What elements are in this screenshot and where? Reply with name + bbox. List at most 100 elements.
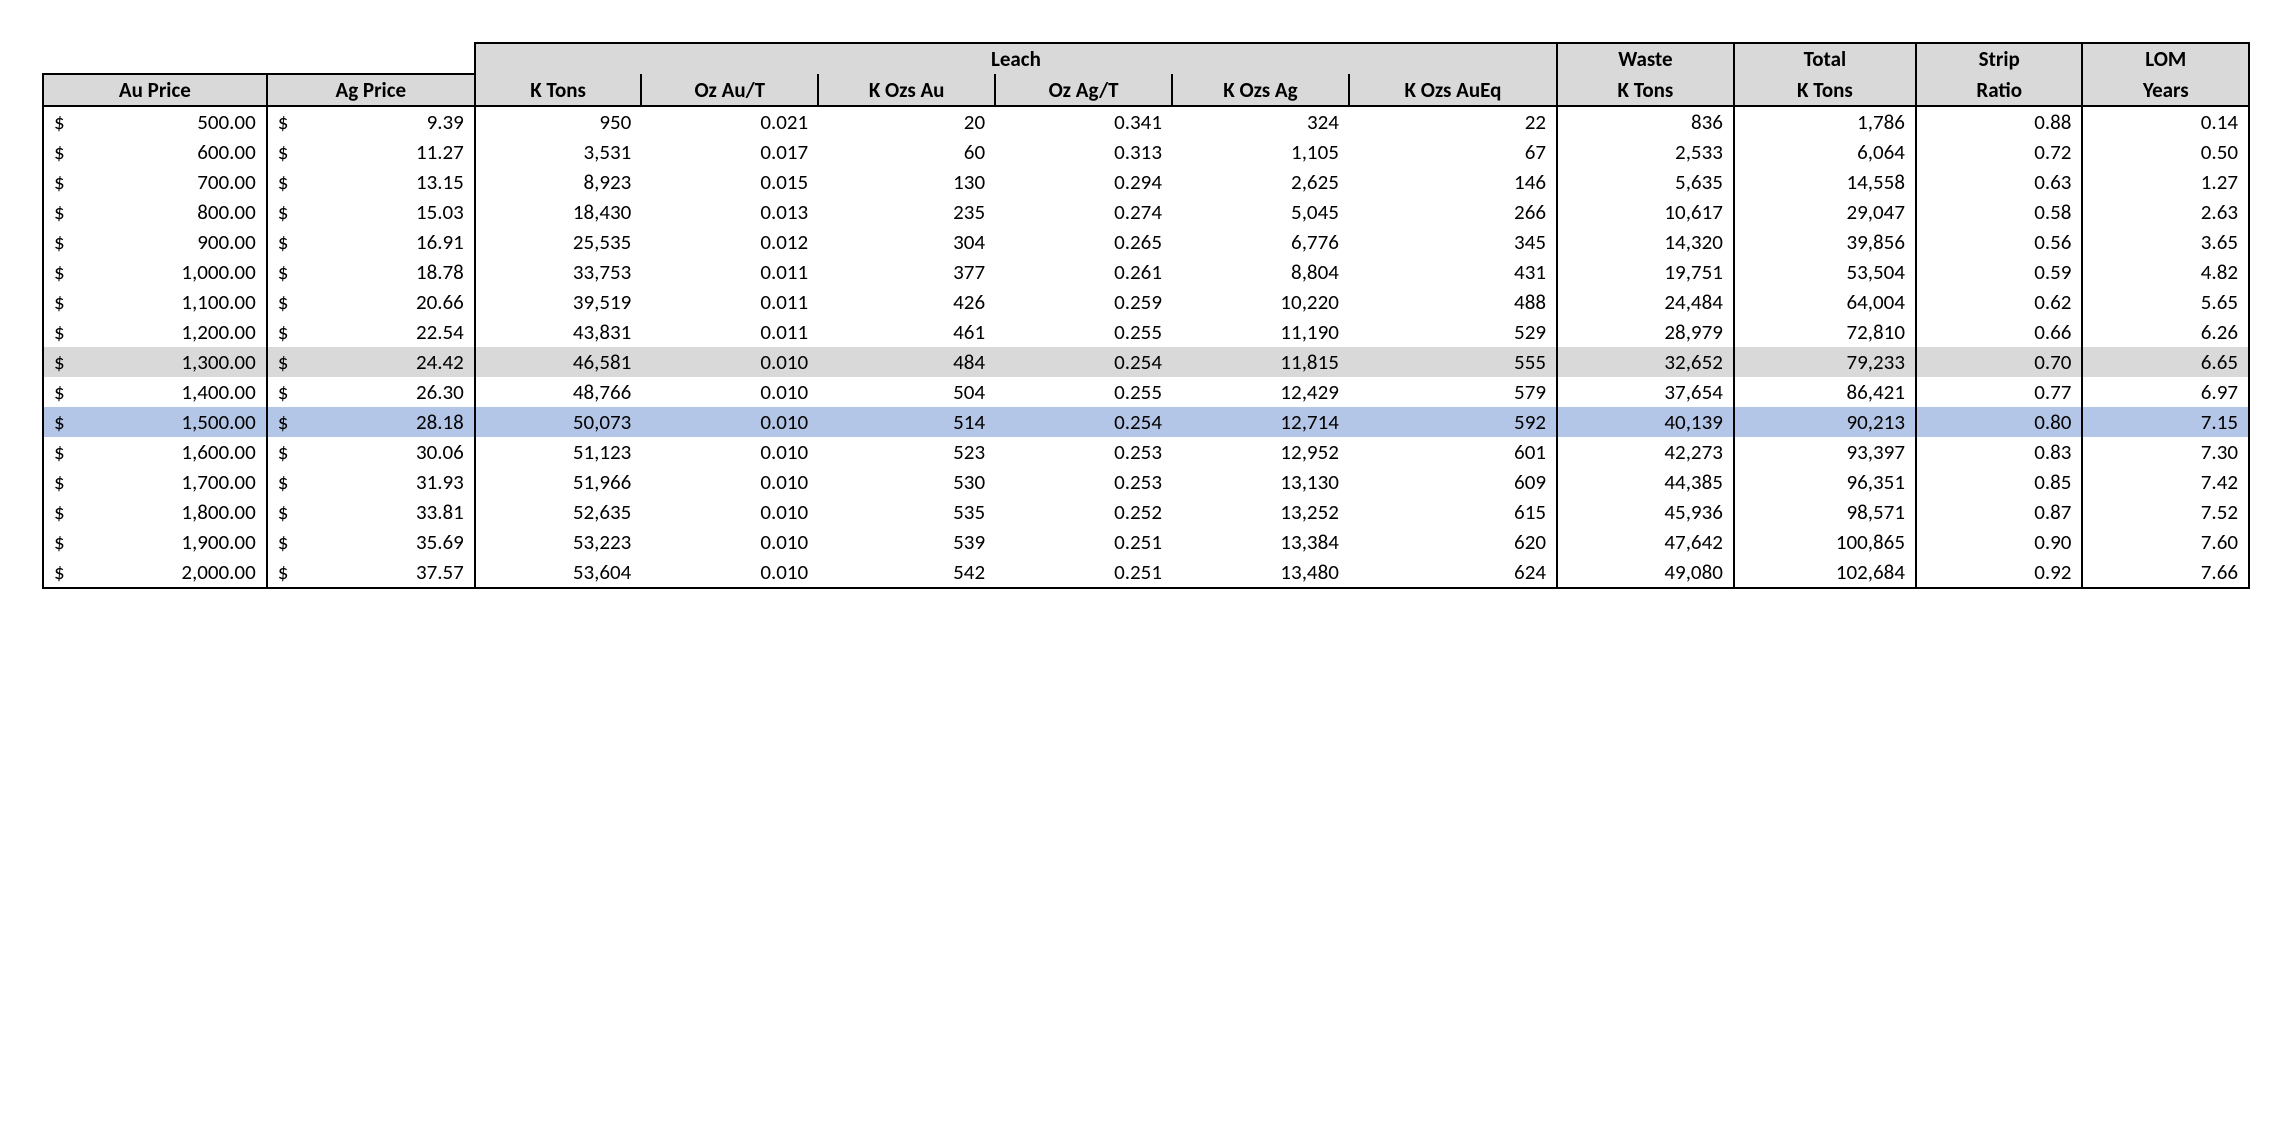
- cell-total_kt: 64,004: [1734, 287, 1916, 317]
- cell-oz_au_t: 0.010: [641, 467, 818, 497]
- cell-total_kt: 1,786: [1734, 106, 1916, 137]
- cell-au_price: $600.00: [43, 137, 267, 167]
- cell-waste_kt: 44,385: [1557, 467, 1734, 497]
- cell-lom: 7.30: [2082, 437, 2249, 467]
- cell-k_tons: 53,604: [475, 557, 641, 588]
- cell-strip: 0.88: [1916, 106, 2082, 137]
- cell-lom: 0.50: [2082, 137, 2249, 167]
- col-lom: Years: [2082, 74, 2249, 106]
- cell-k_ozs_au: 539: [818, 527, 995, 557]
- table-row: $1,400.00$26.3048,7660.0105040.25512,429…: [43, 377, 2249, 407]
- table-row: $2,000.00$37.5753,6040.0105420.25113,480…: [43, 557, 2249, 588]
- cell-strip: 0.62: [1916, 287, 2082, 317]
- cell-oz_ag_t: 0.265: [995, 227, 1172, 257]
- cell-k_ozs_ag: 11,815: [1172, 347, 1349, 377]
- cell-total_kt: 14,558: [1734, 167, 1916, 197]
- cell-k_ozs_au: 235: [818, 197, 995, 227]
- col-total-kt: K Tons: [1734, 74, 1916, 106]
- cell-k_tons: 33,753: [475, 257, 641, 287]
- cell-k_ozs_au: 484: [818, 347, 995, 377]
- cell-k_ozs_ag: 1,105: [1172, 137, 1349, 167]
- cell-oz_ag_t: 0.254: [995, 347, 1172, 377]
- cell-ag_price: $24.42: [267, 347, 475, 377]
- cell-ag_price: $35.69: [267, 527, 475, 557]
- cell-k_ozs_au: 304: [818, 227, 995, 257]
- cell-ag_price: $11.27: [267, 137, 475, 167]
- cell-oz_au_t: 0.015: [641, 167, 818, 197]
- cell-k_tons: 53,223: [475, 527, 641, 557]
- cell-oz_au_t: 0.010: [641, 557, 818, 588]
- cell-k_ozs_aueq: 431: [1349, 257, 1557, 287]
- cell-ag_price: $9.39: [267, 106, 475, 137]
- col-k-ozs-aueq: K Ozs AuEq: [1349, 74, 1557, 106]
- cell-au_price: $1,700.00: [43, 467, 267, 497]
- cell-oz_au_t: 0.013: [641, 197, 818, 227]
- cell-au_price: $1,900.00: [43, 527, 267, 557]
- cell-total_kt: 53,504: [1734, 257, 1916, 287]
- cell-k_tons: 25,535: [475, 227, 641, 257]
- table-row: $1,500.00$28.1850,0730.0105140.25412,714…: [43, 407, 2249, 437]
- cell-strip: 0.87: [1916, 497, 2082, 527]
- cell-strip: 0.85: [1916, 467, 2082, 497]
- table-row: $1,200.00$22.5443,8310.0114610.25511,190…: [43, 317, 2249, 347]
- cell-waste_kt: 47,642: [1557, 527, 1734, 557]
- cell-k_ozs_au: 504: [818, 377, 995, 407]
- cell-oz_au_t: 0.012: [641, 227, 818, 257]
- cell-k_ozs_aueq: 624: [1349, 557, 1557, 588]
- cell-k_ozs_ag: 5,045: [1172, 197, 1349, 227]
- cell-waste_kt: 32,652: [1557, 347, 1734, 377]
- cell-ag_price: $31.93: [267, 467, 475, 497]
- cell-lom: 6.26: [2082, 317, 2249, 347]
- sensitivity-table: Leach Waste Total Strip LOM Au Price Ag …: [42, 42, 2250, 589]
- cell-oz_ag_t: 0.274: [995, 197, 1172, 227]
- header-group-waste: Waste: [1557, 43, 1734, 74]
- cell-k_ozs_ag: 6,776: [1172, 227, 1349, 257]
- cell-oz_ag_t: 0.253: [995, 467, 1172, 497]
- cell-k_ozs_au: 377: [818, 257, 995, 287]
- cell-ag_price: $13.15: [267, 167, 475, 197]
- cell-strip: 0.72: [1916, 137, 2082, 167]
- cell-k_ozs_aueq: 601: [1349, 437, 1557, 467]
- cell-k_ozs_au: 60: [818, 137, 995, 167]
- cell-k_ozs_au: 426: [818, 287, 995, 317]
- cell-au_price: $1,500.00: [43, 407, 267, 437]
- cell-strip: 0.70: [1916, 347, 2082, 377]
- cell-total_kt: 72,810: [1734, 317, 1916, 347]
- table-body: $500.00$9.399500.021200.341324228361,786…: [43, 106, 2249, 588]
- cell-k_ozs_ag: 12,429: [1172, 377, 1349, 407]
- cell-ag_price: $33.81: [267, 497, 475, 527]
- cell-k_ozs_au: 530: [818, 467, 995, 497]
- cell-k_ozs_aueq: 266: [1349, 197, 1557, 227]
- cell-total_kt: 29,047: [1734, 197, 1916, 227]
- cell-oz_ag_t: 0.261: [995, 257, 1172, 287]
- cell-strip: 0.66: [1916, 317, 2082, 347]
- table-row: $600.00$11.273,5310.017600.3131,105672,5…: [43, 137, 2249, 167]
- cell-oz_ag_t: 0.253: [995, 437, 1172, 467]
- cell-oz_ag_t: 0.313: [995, 137, 1172, 167]
- cell-au_price: $1,200.00: [43, 317, 267, 347]
- cell-waste_kt: 28,979: [1557, 317, 1734, 347]
- cell-total_kt: 98,571: [1734, 497, 1916, 527]
- col-oz-ag-t: Oz Ag/T: [995, 74, 1172, 106]
- table-row: $1,600.00$30.0651,1230.0105230.25312,952…: [43, 437, 2249, 467]
- cell-k_ozs_au: 461: [818, 317, 995, 347]
- cell-waste_kt: 45,936: [1557, 497, 1734, 527]
- cell-total_kt: 6,064: [1734, 137, 1916, 167]
- cell-total_kt: 93,397: [1734, 437, 1916, 467]
- cell-k_ozs_aueq: 529: [1349, 317, 1557, 347]
- cell-k_ozs_au: 523: [818, 437, 995, 467]
- cell-oz_ag_t: 0.341: [995, 106, 1172, 137]
- cell-k_ozs_ag: 13,384: [1172, 527, 1349, 557]
- cell-lom: 3.65: [2082, 227, 2249, 257]
- cell-total_kt: 90,213: [1734, 407, 1916, 437]
- cell-k_tons: 3,531: [475, 137, 641, 167]
- cell-oz_ag_t: 0.251: [995, 557, 1172, 588]
- cell-strip: 0.63: [1916, 167, 2082, 197]
- cell-total_kt: 100,865: [1734, 527, 1916, 557]
- cell-waste_kt: 2,533: [1557, 137, 1734, 167]
- cell-k_tons: 52,635: [475, 497, 641, 527]
- header-group-strip: Strip: [1916, 43, 2082, 74]
- cell-k_ozs_aueq: 146: [1349, 167, 1557, 197]
- cell-oz_au_t: 0.010: [641, 407, 818, 437]
- cell-oz_au_t: 0.010: [641, 347, 818, 377]
